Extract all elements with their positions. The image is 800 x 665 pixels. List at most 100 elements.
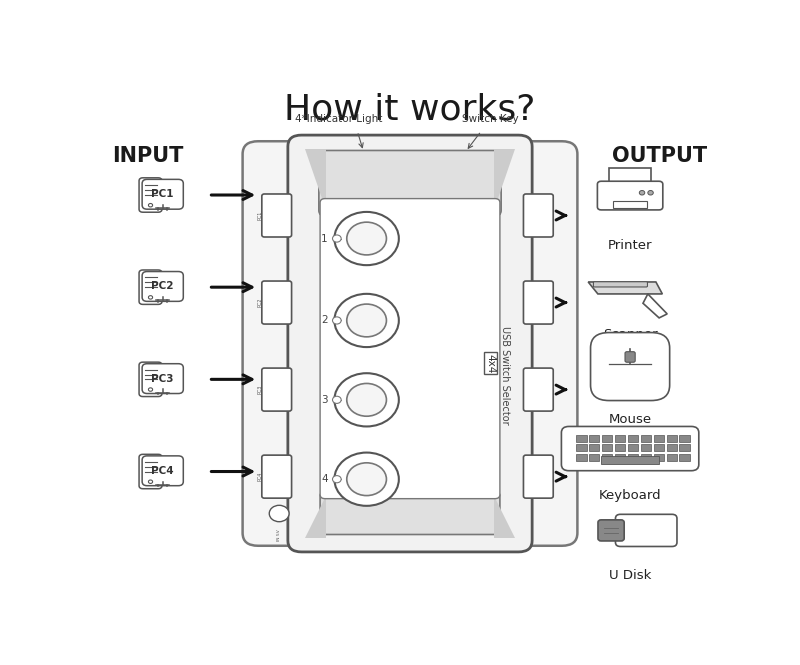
- FancyBboxPatch shape: [679, 435, 690, 442]
- Text: OUTPUT: OUTPUT: [613, 146, 708, 166]
- FancyBboxPatch shape: [641, 435, 651, 442]
- FancyBboxPatch shape: [641, 454, 651, 461]
- FancyBboxPatch shape: [602, 435, 612, 442]
- Polygon shape: [494, 149, 515, 210]
- Circle shape: [334, 453, 399, 506]
- Text: Scanner: Scanner: [602, 328, 658, 341]
- FancyBboxPatch shape: [142, 271, 183, 301]
- FancyBboxPatch shape: [142, 456, 183, 485]
- Circle shape: [334, 294, 399, 347]
- Text: PC2: PC2: [151, 281, 174, 291]
- FancyBboxPatch shape: [142, 180, 183, 209]
- FancyBboxPatch shape: [598, 520, 624, 541]
- Text: PC3: PC3: [258, 385, 262, 394]
- FancyBboxPatch shape: [598, 182, 663, 210]
- FancyBboxPatch shape: [139, 362, 162, 396]
- FancyBboxPatch shape: [666, 454, 677, 461]
- FancyBboxPatch shape: [679, 454, 690, 461]
- FancyBboxPatch shape: [666, 435, 677, 442]
- Text: PC1: PC1: [151, 190, 174, 200]
- Polygon shape: [643, 294, 667, 318]
- FancyBboxPatch shape: [262, 455, 291, 498]
- Text: Mouse: Mouse: [609, 412, 652, 426]
- Circle shape: [333, 235, 341, 242]
- FancyBboxPatch shape: [576, 444, 586, 452]
- FancyBboxPatch shape: [589, 444, 599, 452]
- FancyBboxPatch shape: [602, 454, 612, 461]
- Polygon shape: [588, 282, 662, 294]
- FancyBboxPatch shape: [319, 150, 501, 217]
- FancyBboxPatch shape: [262, 194, 291, 237]
- FancyBboxPatch shape: [610, 168, 650, 187]
- Circle shape: [346, 384, 386, 416]
- FancyBboxPatch shape: [562, 426, 698, 471]
- Text: USB Switch Selector: USB Switch Selector: [500, 326, 510, 424]
- FancyBboxPatch shape: [320, 491, 500, 535]
- FancyBboxPatch shape: [615, 444, 626, 452]
- FancyBboxPatch shape: [262, 368, 291, 411]
- FancyBboxPatch shape: [523, 281, 554, 324]
- FancyBboxPatch shape: [628, 454, 638, 461]
- Text: 4: 4: [321, 474, 328, 484]
- FancyBboxPatch shape: [242, 141, 316, 546]
- FancyBboxPatch shape: [641, 444, 651, 452]
- Text: 1: 1: [321, 233, 328, 243]
- FancyBboxPatch shape: [589, 454, 599, 461]
- Text: 3: 3: [321, 395, 328, 405]
- Polygon shape: [494, 496, 515, 538]
- Circle shape: [149, 296, 153, 299]
- Text: INPUT: INPUT: [112, 146, 184, 166]
- FancyBboxPatch shape: [139, 270, 162, 305]
- Circle shape: [149, 203, 153, 207]
- FancyBboxPatch shape: [628, 444, 638, 452]
- FancyBboxPatch shape: [504, 141, 578, 546]
- FancyBboxPatch shape: [142, 364, 183, 394]
- FancyBboxPatch shape: [139, 454, 162, 489]
- FancyBboxPatch shape: [320, 199, 500, 499]
- FancyBboxPatch shape: [523, 455, 554, 498]
- FancyBboxPatch shape: [523, 194, 554, 237]
- FancyBboxPatch shape: [615, 454, 626, 461]
- FancyBboxPatch shape: [666, 444, 677, 452]
- FancyBboxPatch shape: [602, 456, 658, 464]
- FancyBboxPatch shape: [625, 352, 635, 362]
- FancyBboxPatch shape: [262, 281, 291, 324]
- FancyBboxPatch shape: [654, 444, 664, 452]
- Polygon shape: [305, 496, 326, 538]
- Text: PC4: PC4: [258, 472, 262, 481]
- Text: Keyboard: Keyboard: [598, 489, 662, 503]
- Circle shape: [346, 463, 386, 495]
- Circle shape: [270, 505, 289, 522]
- Polygon shape: [305, 149, 326, 210]
- FancyBboxPatch shape: [523, 368, 554, 411]
- Text: PC2: PC2: [258, 298, 262, 307]
- FancyBboxPatch shape: [679, 444, 690, 452]
- Text: How it works?: How it works?: [284, 92, 536, 126]
- FancyBboxPatch shape: [594, 282, 647, 287]
- Circle shape: [648, 190, 654, 195]
- Text: Switch Key: Switch Key: [462, 114, 519, 124]
- Circle shape: [346, 304, 386, 337]
- Text: Printer: Printer: [608, 239, 652, 251]
- Circle shape: [333, 475, 341, 483]
- FancyBboxPatch shape: [628, 435, 638, 442]
- Text: PC1: PC1: [258, 211, 262, 220]
- FancyBboxPatch shape: [613, 201, 647, 208]
- FancyBboxPatch shape: [654, 454, 664, 461]
- Text: PC3: PC3: [151, 374, 174, 384]
- Circle shape: [639, 190, 645, 195]
- Text: PC4: PC4: [151, 465, 174, 475]
- FancyBboxPatch shape: [615, 435, 626, 442]
- FancyBboxPatch shape: [576, 435, 586, 442]
- FancyBboxPatch shape: [589, 435, 599, 442]
- Circle shape: [334, 373, 399, 426]
- Text: 4*Indicator Light: 4*Indicator Light: [295, 114, 382, 124]
- Circle shape: [346, 222, 386, 255]
- Text: U Disk: U Disk: [609, 569, 651, 582]
- Circle shape: [334, 212, 399, 265]
- FancyBboxPatch shape: [288, 135, 532, 552]
- FancyBboxPatch shape: [615, 514, 677, 547]
- FancyBboxPatch shape: [590, 332, 670, 400]
- FancyBboxPatch shape: [576, 454, 586, 461]
- FancyBboxPatch shape: [602, 444, 612, 452]
